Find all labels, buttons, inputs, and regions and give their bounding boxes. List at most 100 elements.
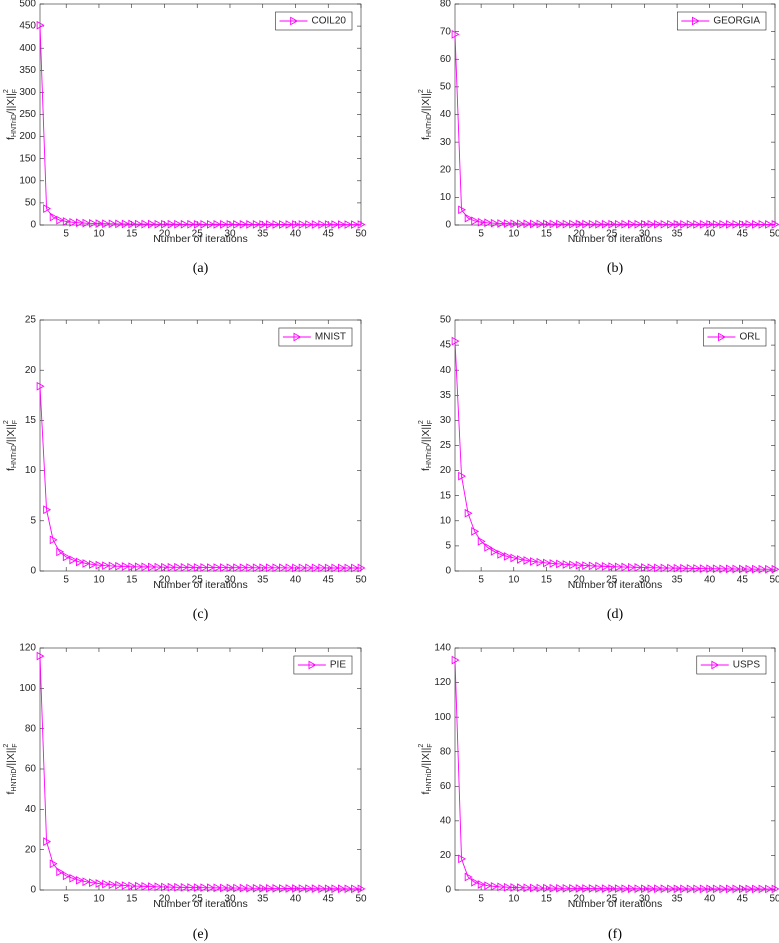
marker — [36, 381, 45, 391]
y-axis-label-part: /||X|| — [5, 424, 17, 445]
marker — [167, 219, 176, 229]
marker — [582, 884, 591, 893]
marker — [338, 220, 346, 229]
x-tick-label: 20 — [159, 229, 171, 240]
y-tick-label: 80 — [25, 723, 37, 734]
x-tick-label: 45 — [323, 894, 335, 905]
y-axis-label-part: 2 — [3, 744, 10, 748]
y-tick-label: 10 — [440, 515, 452, 526]
marker — [102, 561, 111, 571]
marker — [647, 563, 656, 573]
marker — [458, 471, 467, 481]
y-tick-label: 100 — [19, 175, 36, 186]
y-tick-label: 450 — [19, 21, 36, 32]
y-axis-label-part: 2 — [418, 89, 425, 93]
marker — [279, 220, 287, 229]
marker — [95, 560, 104, 570]
marker — [497, 550, 506, 559]
marker — [272, 884, 281, 893]
y-axis-label-part: 2 — [3, 420, 10, 424]
y-axis-label-part: HNTriD — [426, 114, 433, 137]
marker — [285, 563, 294, 573]
y-tick-label: 60 — [25, 764, 37, 775]
y-tick-label: 20 — [25, 844, 37, 855]
marker — [43, 505, 52, 515]
subplot: 0 5 10 15 20 25 5 10 15 20 25 30 35 40 45 50 Number of i… — [3, 315, 367, 623]
marker — [108, 880, 117, 890]
marker — [451, 30, 460, 39]
y-tick-label: 5 — [30, 515, 36, 526]
y-tick-label: 15 — [440, 490, 452, 501]
marker — [569, 219, 578, 229]
y-tick-label: 10 — [25, 465, 37, 476]
marker — [239, 563, 248, 573]
marker — [233, 883, 242, 893]
y-tick-label: 0 — [30, 220, 36, 231]
x-tick-label: 35 — [671, 894, 683, 905]
marker — [686, 219, 695, 229]
marker — [259, 220, 268, 229]
x-tick-label: 35 — [671, 575, 683, 586]
marker — [154, 219, 163, 229]
marker — [673, 219, 682, 229]
marker — [193, 563, 202, 572]
marker — [193, 883, 202, 892]
x-tick-label: 5 — [63, 575, 69, 586]
y-axis-label-part: F — [427, 89, 434, 93]
x-tick-label: 40 — [704, 894, 716, 905]
marker — [49, 859, 58, 869]
marker — [174, 562, 183, 572]
marker — [69, 873, 78, 883]
marker — [121, 881, 130, 890]
marker — [556, 219, 565, 229]
marker — [660, 884, 669, 894]
y-tick-label: 50 — [25, 198, 37, 209]
x-tick-label: 15 — [541, 894, 553, 905]
marker — [556, 883, 565, 893]
marker — [193, 219, 202, 229]
x-tick-label: 20 — [159, 894, 171, 905]
caption: (d) — [607, 607, 624, 622]
y-tick-label: 80 — [440, 746, 452, 757]
marker — [62, 552, 71, 562]
y-axis-label-part: f — [420, 137, 432, 140]
marker — [765, 564, 773, 574]
y-tick-label: 30 — [440, 137, 452, 148]
y-axis-label-part: HNTriD — [11, 114, 18, 137]
marker — [239, 220, 248, 229]
marker — [115, 561, 124, 571]
y-tick-label: 20 — [25, 365, 37, 376]
legend-label: USPS — [733, 660, 761, 671]
marker — [318, 220, 327, 229]
marker — [471, 877, 480, 887]
y-axis-label-part: HNTriD — [426, 445, 433, 468]
x-tick-label: 50 — [769, 229, 779, 240]
marker — [712, 884, 721, 894]
marker — [536, 883, 545, 893]
marker — [102, 219, 111, 229]
marker — [490, 218, 499, 228]
marker — [484, 218, 493, 228]
x-tick-label: 10 — [93, 894, 105, 905]
y-tick-label: 140 — [434, 643, 451, 654]
subplot: 0 5 10 15 20 25 30 35 40 45 50 5 10 15 20 25 30 35 40 45 50 N… — [418, 315, 779, 622]
y-axis-label-part: /||X|| — [420, 93, 432, 114]
marker — [621, 219, 630, 229]
marker — [298, 884, 307, 893]
marker — [200, 219, 209, 229]
marker — [141, 882, 150, 891]
marker — [344, 563, 353, 573]
marker — [595, 219, 604, 229]
legend: ORL — [703, 327, 767, 347]
x-tick-label: 5 — [478, 575, 484, 586]
marker — [451, 655, 460, 665]
marker — [641, 884, 649, 894]
marker — [523, 883, 532, 893]
marker — [621, 562, 630, 572]
marker — [82, 559, 91, 568]
legend-box — [677, 11, 767, 31]
x-tick-label: 35 — [671, 229, 683, 240]
marker — [699, 219, 708, 229]
axes-box — [39, 319, 362, 572]
marker — [128, 881, 137, 891]
